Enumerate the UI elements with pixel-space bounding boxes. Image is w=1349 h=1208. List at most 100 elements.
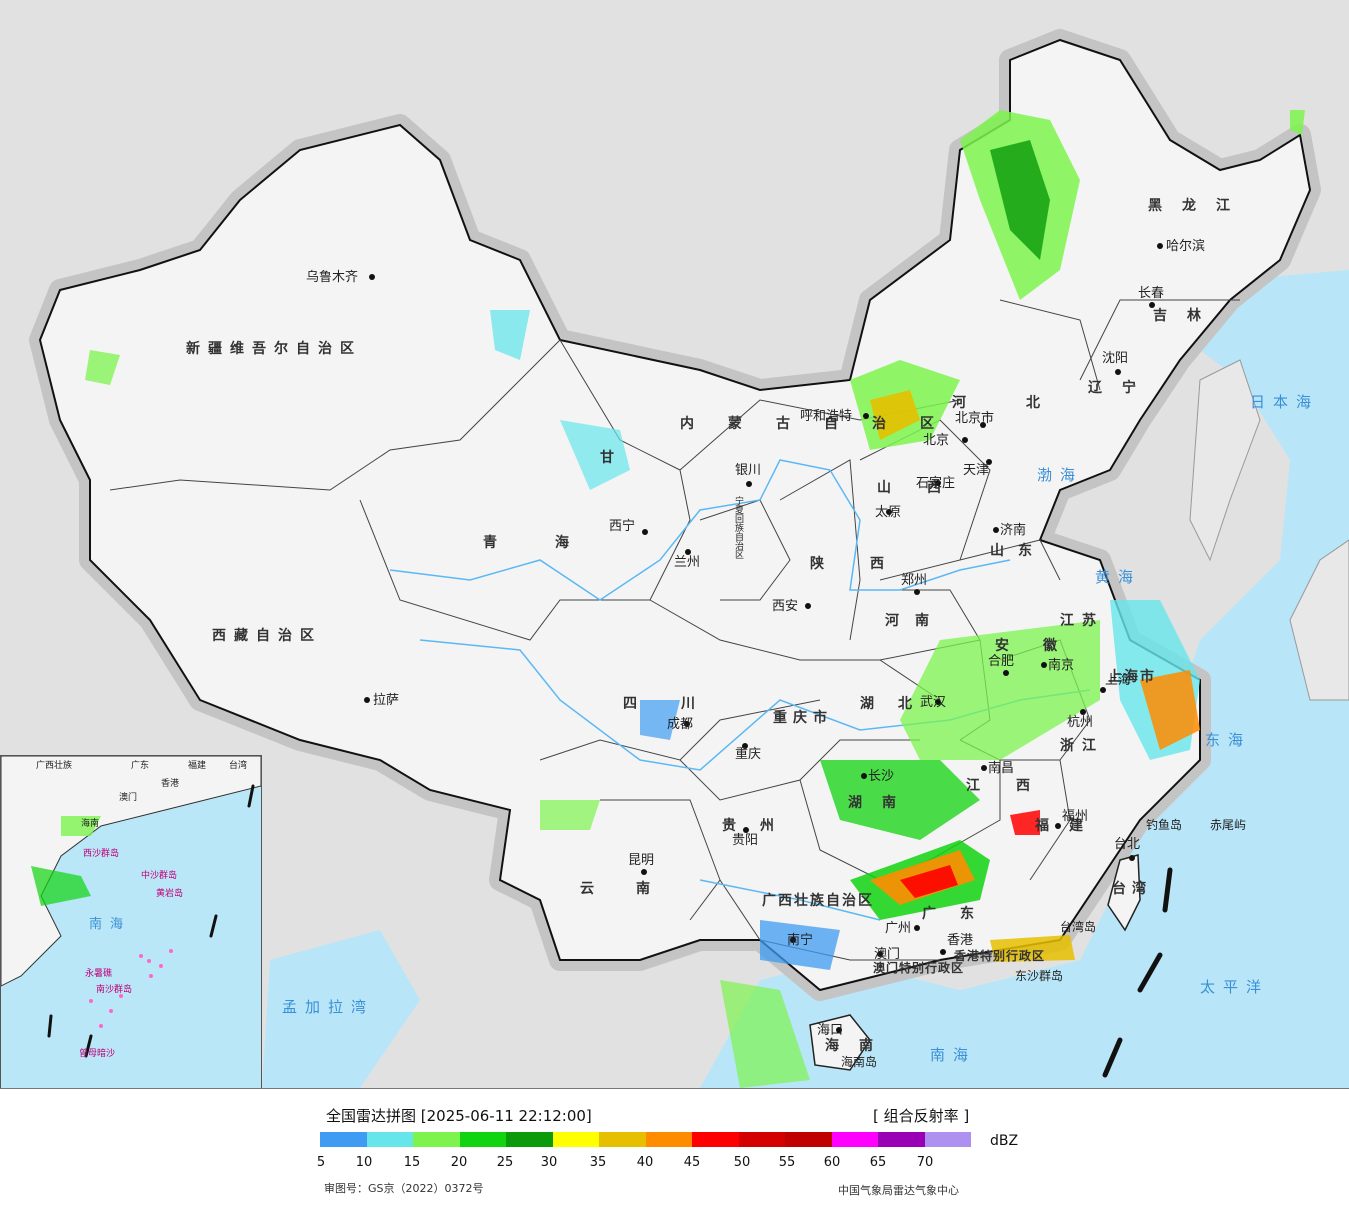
inset-label-zengmu: 曾母暗沙 [79, 1047, 115, 1059]
city-label: 重庆 [735, 746, 761, 762]
scale-swatch-25 [506, 1132, 553, 1147]
city-marker[interactable] [886, 509, 892, 515]
city-marker[interactable] [805, 603, 811, 609]
legend-product-label: [ 组合反射率 ] [873, 1107, 970, 1125]
scale-ticks: 5 10 15 20 25 30 35 40 45 50 55 60 65 70 [0, 1155, 1349, 1173]
city-label: 成都 [667, 717, 693, 732]
sea-label-bay-of-bengal: 孟加拉湾 [282, 998, 374, 1016]
province-label-xinjiang: 新疆维吾尔自治区 [186, 340, 362, 357]
city-marker[interactable] [914, 589, 920, 595]
inset-label-macao: 澳门 [119, 791, 137, 803]
city-marker[interactable] [684, 721, 690, 727]
city-marker[interactable] [1157, 243, 1163, 249]
province-label-liaoning: 辽宁 [1088, 379, 1156, 396]
city-marker[interactable] [685, 549, 691, 555]
city-marker[interactable] [1055, 823, 1061, 829]
city-marker[interactable] [746, 481, 752, 487]
province-label-jiangsu: 江苏 [1060, 612, 1104, 629]
maritime-boundary-dashes [1102, 867, 1173, 1078]
city-marker[interactable] [935, 699, 941, 705]
tick-label: 35 [589, 1155, 607, 1170]
city-marker[interactable] [742, 743, 748, 749]
city-marker[interactable] [743, 827, 749, 833]
city-marker[interactable] [1041, 662, 1047, 668]
data-source: 中国气象局雷达气象中心 [838, 1184, 959, 1197]
province-label-ningxia: 宁夏回族自治区 [733, 495, 744, 559]
city-label: 海口 [817, 1023, 843, 1038]
city-label: 福州 [1062, 809, 1088, 824]
province-label-taiwan: 台湾 [1112, 880, 1152, 897]
city-label: 西宁 [609, 518, 635, 534]
province-label-gansu: 甘 [600, 449, 622, 466]
city-marker[interactable] [877, 951, 883, 957]
city-marker[interactable] [369, 274, 375, 280]
city-marker[interactable] [962, 437, 968, 443]
china-map[interactable]: 日本海 渤海 黄海 东海 太平洋 南海 孟加拉湾 新疆维吾尔自治区 西藏自治区 … [0, 0, 1349, 1088]
city-label: 上海 [1105, 673, 1131, 688]
city-label: 银川 [735, 463, 761, 478]
tick-label: 40 [636, 1155, 654, 1170]
city-marker[interactable] [1100, 687, 1106, 693]
city-marker[interactable] [993, 527, 999, 533]
city-marker[interactable] [1080, 709, 1086, 715]
sea-label-yellow-sea: 黄海 [1095, 568, 1141, 586]
inset-label-xisha: 西沙群岛 [83, 847, 119, 859]
city-label: 兰州 [674, 555, 700, 570]
province-label-jiangxi: 江西 [966, 777, 1066, 794]
island-label-taiwan: 台湾岛 [1060, 919, 1096, 934]
city-marker[interactable] [364, 697, 370, 703]
city-marker[interactable] [1149, 302, 1155, 308]
city-marker[interactable] [986, 459, 992, 465]
tick-label: 60 [823, 1155, 841, 1170]
city-marker[interactable] [981, 765, 987, 771]
province-label-yunnan: 云南 [580, 880, 692, 897]
hainan-island [809, 1014, 871, 1071]
province-label-zhejiang: 浙江 [1060, 737, 1104, 754]
city-marker[interactable] [1129, 855, 1135, 861]
province-label-hunan: 湖南 [848, 794, 916, 811]
scale-swatch-35 [599, 1132, 646, 1147]
tick-label: 10 [355, 1155, 373, 1170]
city-label: 太原 [875, 505, 901, 520]
south-china-sea-inset[interactable]: 广西壮族 广东 福建 台湾 香港 澳门 海南 西沙群岛 中沙群岛 黄岩岛 南海 … [0, 755, 262, 1088]
city-marker[interactable] [940, 949, 946, 955]
scale-swatch-20 [459, 1132, 506, 1147]
island-label-chiwei: 赤尾屿 [1210, 818, 1246, 832]
city-marker[interactable] [1115, 369, 1121, 375]
inset-label-zhongsha: 中沙群岛 [141, 869, 177, 881]
scale-swatch-45 [692, 1132, 739, 1147]
city-marker[interactable] [980, 422, 986, 428]
tick-label: 50 [733, 1155, 751, 1170]
province-label-shandong: 山东 [990, 542, 1046, 559]
city-marker[interactable] [642, 529, 648, 535]
city-marker[interactable] [861, 773, 867, 779]
city-marker[interactable] [1003, 670, 1009, 676]
city-marker[interactable] [641, 869, 647, 875]
province-label-neimenggu: 内蒙古自治区 [680, 415, 968, 432]
city-marker[interactable] [836, 1027, 842, 1033]
city-label: 武汉 [920, 695, 946, 710]
legend-title: 全国雷达拼图 [2025-06-11 22:12:00] [326, 1107, 592, 1125]
city-label: 石家庄 [916, 475, 955, 491]
city-label: 澳门 [874, 946, 900, 962]
province-label-henan: 河南 [885, 612, 945, 629]
city-marker[interactable] [935, 480, 941, 486]
city-marker[interactable] [863, 413, 869, 419]
inset-label-yongshu: 永暑礁 [85, 967, 112, 979]
tick-label: 70 [916, 1155, 934, 1170]
province-label-chongqing: 重庆市 [773, 709, 833, 726]
scale-swatch-65 [878, 1132, 925, 1147]
city-label: 台北 [1114, 837, 1140, 852]
province-label-hebei: 河北 [952, 394, 1100, 411]
legend-panel: 全国雷达拼图 [2025-06-11 22:12:00] [ 组合反射率 ] d… [0, 1089, 1349, 1208]
scale-swatch-60 [831, 1132, 878, 1147]
province-label-hainan: 海南 [825, 1037, 893, 1054]
city-marker[interactable] [790, 937, 796, 943]
city-marker[interactable] [914, 925, 920, 931]
province-label-jilin: 吉林 [1153, 307, 1221, 324]
province-label-shaanxi: 陕西 [810, 555, 930, 572]
radar-echoes [85, 110, 1305, 1088]
province-label-shanghai: 上海市 [1108, 668, 1156, 685]
city-label: 贵阳 [732, 833, 758, 848]
